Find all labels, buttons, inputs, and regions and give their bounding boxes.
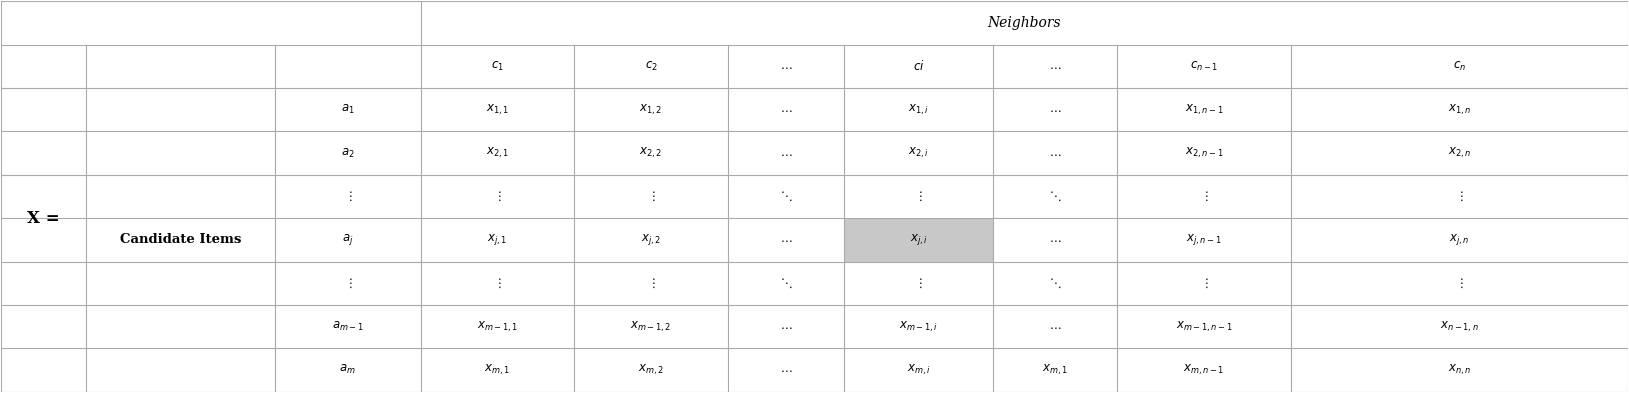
Text: $a_2$: $a_2$ [340, 147, 355, 160]
Text: $\cdots$: $\cdots$ [1049, 103, 1062, 116]
Text: $x_{m,1}$: $x_{m,1}$ [484, 363, 510, 377]
Text: $\ddots$: $\ddots$ [1049, 277, 1062, 290]
Text: $\vdots$: $\vdots$ [914, 277, 922, 290]
Text: $a_1$: $a_1$ [340, 103, 355, 116]
Text: $\vdots$: $\vdots$ [344, 277, 352, 290]
Text: $\cdots$: $\cdots$ [780, 103, 792, 116]
Text: $x_{n-1,n}$: $x_{n-1,n}$ [1440, 320, 1479, 334]
Text: $ci$: $ci$ [912, 59, 924, 73]
Text: $x_{j,i}$: $x_{j,i}$ [909, 232, 927, 247]
Text: $a_m$: $a_m$ [339, 364, 357, 376]
Text: $x_{j,n}$: $x_{j,n}$ [1450, 232, 1469, 247]
Text: $\vdots$: $\vdots$ [494, 190, 502, 203]
Text: $\ddots$: $\ddots$ [1049, 190, 1062, 203]
Text: Neighbors: Neighbors [987, 16, 1060, 30]
Text: $x_{1,2}$: $x_{1,2}$ [640, 103, 663, 117]
Text: $x_{1,n}$: $x_{1,n}$ [1448, 103, 1471, 117]
Text: $\vdots$: $\vdots$ [647, 277, 655, 290]
Text: $c_1$: $c_1$ [490, 60, 503, 73]
Text: $x_{n,n}$: $x_{n,n}$ [1448, 363, 1471, 377]
Text: $\vdots$: $\vdots$ [647, 190, 655, 203]
Text: $\cdots$: $\cdots$ [1049, 233, 1062, 246]
Text: $\vdots$: $\vdots$ [1199, 190, 1209, 203]
Text: $x_{1,i}$: $x_{1,i}$ [907, 103, 929, 117]
Text: $\cdots$: $\cdots$ [780, 364, 792, 376]
Text: $x_{1,n-1}$: $x_{1,n-1}$ [1184, 103, 1223, 117]
Text: $\cdots$: $\cdots$ [780, 233, 792, 246]
Text: $x_{j,2}$: $x_{j,2}$ [640, 232, 661, 247]
Text: $\vdots$: $\vdots$ [1455, 190, 1463, 203]
Text: $\cdots$: $\cdots$ [1049, 320, 1062, 333]
Text: $\cdots$: $\cdots$ [780, 320, 792, 333]
Text: $x_{m-1,1}$: $x_{m-1,1}$ [477, 320, 518, 334]
Text: $x_{2,n-1}$: $x_{2,n-1}$ [1184, 146, 1223, 160]
Text: $\vdots$: $\vdots$ [344, 190, 352, 203]
Text: $\ddots$: $\ddots$ [780, 190, 792, 203]
Text: $x_{j,n-1}$: $x_{j,n-1}$ [1186, 232, 1222, 247]
Text: $a_j$: $a_j$ [342, 232, 353, 247]
Text: $\vdots$: $\vdots$ [494, 277, 502, 290]
Text: $\vdots$: $\vdots$ [914, 190, 922, 203]
Text: $x_{2,i}$: $x_{2,i}$ [907, 146, 929, 160]
Text: $\cdots$: $\cdots$ [1049, 60, 1062, 73]
Text: $\cdots$: $\cdots$ [780, 60, 792, 73]
Text: Candidate Items: Candidate Items [119, 233, 241, 246]
Text: $x_{m-1,2}$: $x_{m-1,2}$ [630, 320, 671, 334]
Text: $x_{1,1}$: $x_{1,1}$ [485, 103, 508, 117]
Text: $\vdots$: $\vdots$ [1199, 277, 1209, 290]
Text: $x_{m,i}$: $x_{m,i}$ [907, 363, 930, 377]
Text: $\cdots$: $\cdots$ [1049, 147, 1062, 160]
Text: $\cdots$: $\cdots$ [780, 147, 792, 160]
Text: $x_{m-1,n-1}$: $x_{m-1,n-1}$ [1176, 320, 1232, 334]
Text: $c_2$: $c_2$ [645, 60, 658, 73]
Bar [844, 218, 994, 261]
Text: $x_{m,1}$: $x_{m,1}$ [1043, 363, 1069, 377]
Text: $\ddots$: $\ddots$ [780, 277, 792, 290]
Text: $a_{m-1}$: $a_{m-1}$ [332, 320, 363, 333]
Text: $x_{2,2}$: $x_{2,2}$ [640, 146, 663, 160]
Text: $x_{2,n}$: $x_{2,n}$ [1448, 146, 1471, 160]
Text: $c_{n-1}$: $c_{n-1}$ [1189, 60, 1218, 73]
Text: $x_{m,2}$: $x_{m,2}$ [639, 363, 665, 377]
Text: $x_{j,1}$: $x_{j,1}$ [487, 232, 508, 247]
Text: $\vdots$: $\vdots$ [1455, 277, 1463, 290]
Text: X =: X = [28, 210, 60, 227]
Text: $c_n$: $c_n$ [1453, 60, 1466, 73]
Text: $x_{m,n-1}$: $x_{m,n-1}$ [1183, 363, 1225, 377]
Text: $x_{m-1,i}$: $x_{m-1,i}$ [899, 320, 938, 334]
Text: $x_{2,1}$: $x_{2,1}$ [485, 146, 508, 160]
